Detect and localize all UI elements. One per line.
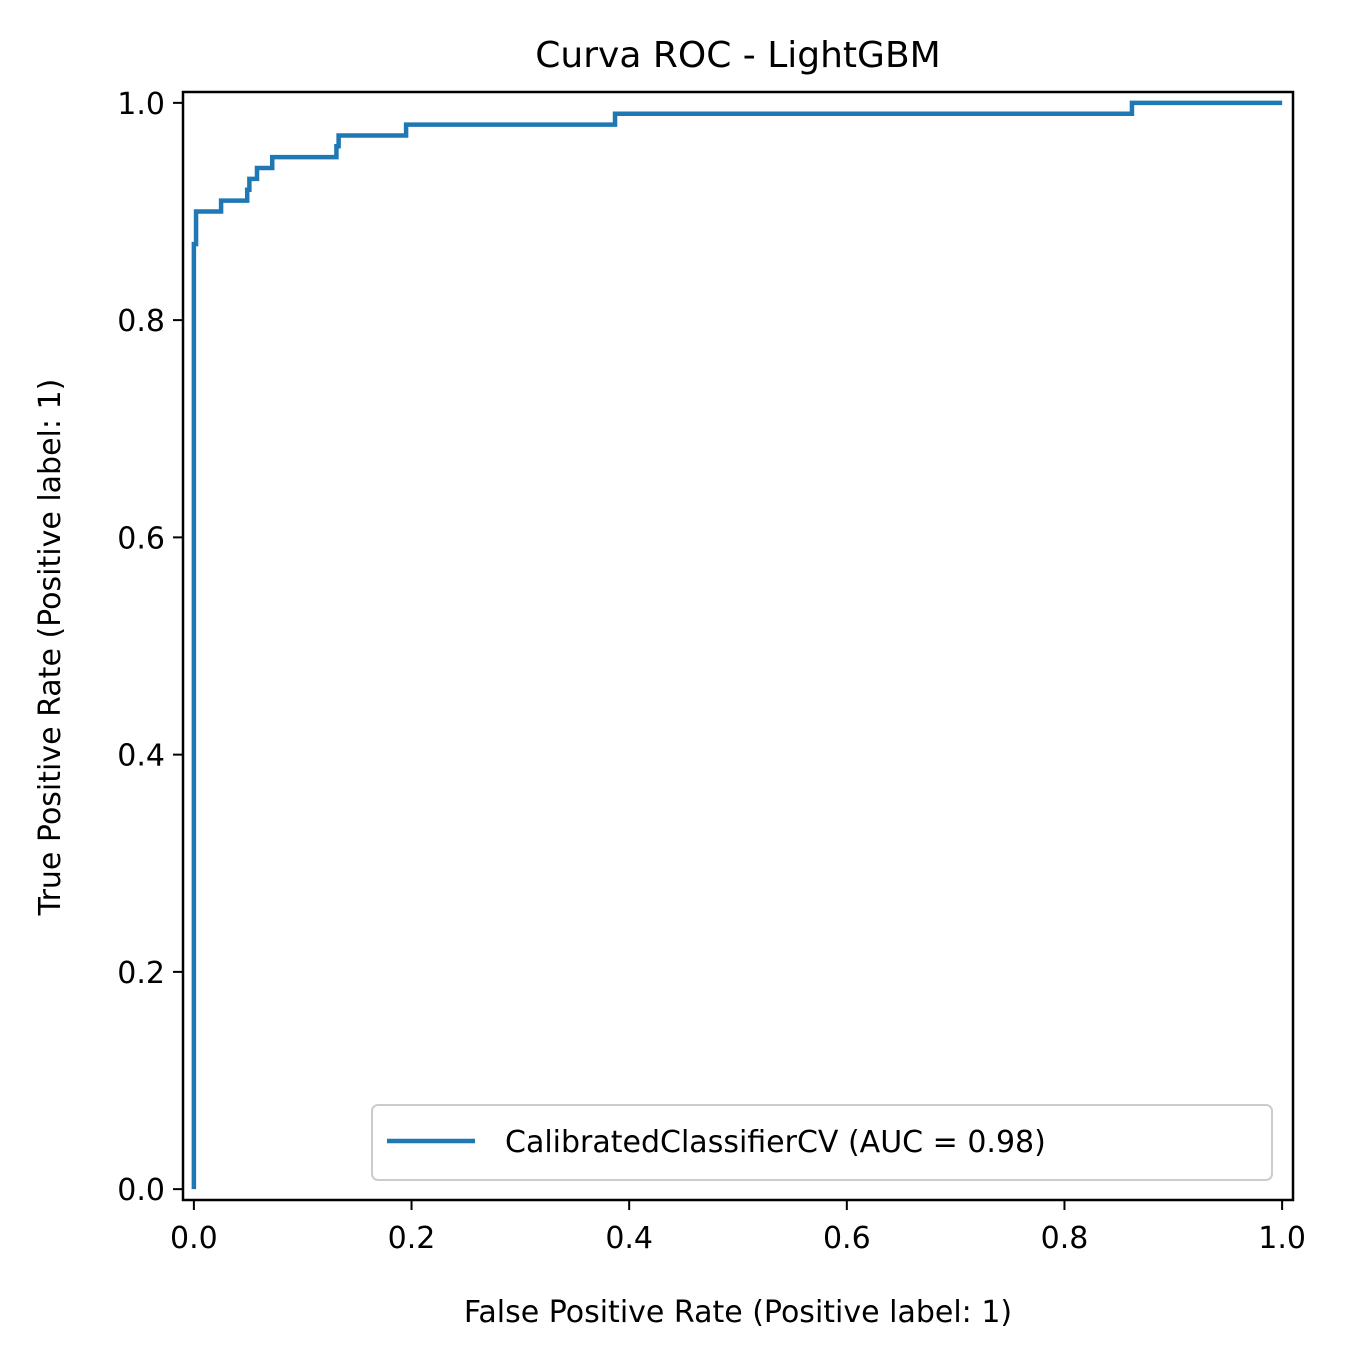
plot-area <box>191 100 1283 1190</box>
y-tick-label: 0.4 <box>117 739 165 774</box>
legend-box <box>371 1104 1273 1181</box>
legend: CalibratedClassifierCV (AUC = 0.98) <box>371 1104 1273 1181</box>
x-tick-label: 1.0 <box>1258 1221 1306 1256</box>
x-tick-label: 0.0 <box>170 1221 218 1256</box>
x-tick-label: 0.8 <box>1041 1221 1089 1256</box>
x-tick-label: 0.2 <box>388 1221 436 1256</box>
x-tick-label: 0.6 <box>823 1221 871 1256</box>
y-tick-label: 0.6 <box>117 521 165 556</box>
y-axis-ticks: 0.0 0.2 0.4 0.6 0.8 1.0 <box>117 87 183 1208</box>
roc-curve-line <box>191 100 1283 1190</box>
y-axis-label: True Positive Rate (Positive label: 1) <box>33 379 68 917</box>
axes-frame <box>181 90 1295 1202</box>
legend-entry-label: CalibratedClassifierCV (AUC = 0.98) <box>505 1125 1046 1160</box>
chart-title: Curva ROC - LightGBM <box>535 35 940 76</box>
y-tick-label: 1.0 <box>117 87 165 122</box>
y-tick-label: 0.0 <box>117 1173 165 1208</box>
x-tick-label: 0.4 <box>605 1221 653 1256</box>
x-axis-ticks: 0.0 0.2 0.4 0.6 0.8 1.0 <box>170 1200 1306 1256</box>
y-tick-label: 0.2 <box>117 956 165 991</box>
y-tick-label: 0.8 <box>117 304 165 339</box>
x-axis-label: False Positive Rate (Positive label: 1) <box>464 1295 1012 1330</box>
